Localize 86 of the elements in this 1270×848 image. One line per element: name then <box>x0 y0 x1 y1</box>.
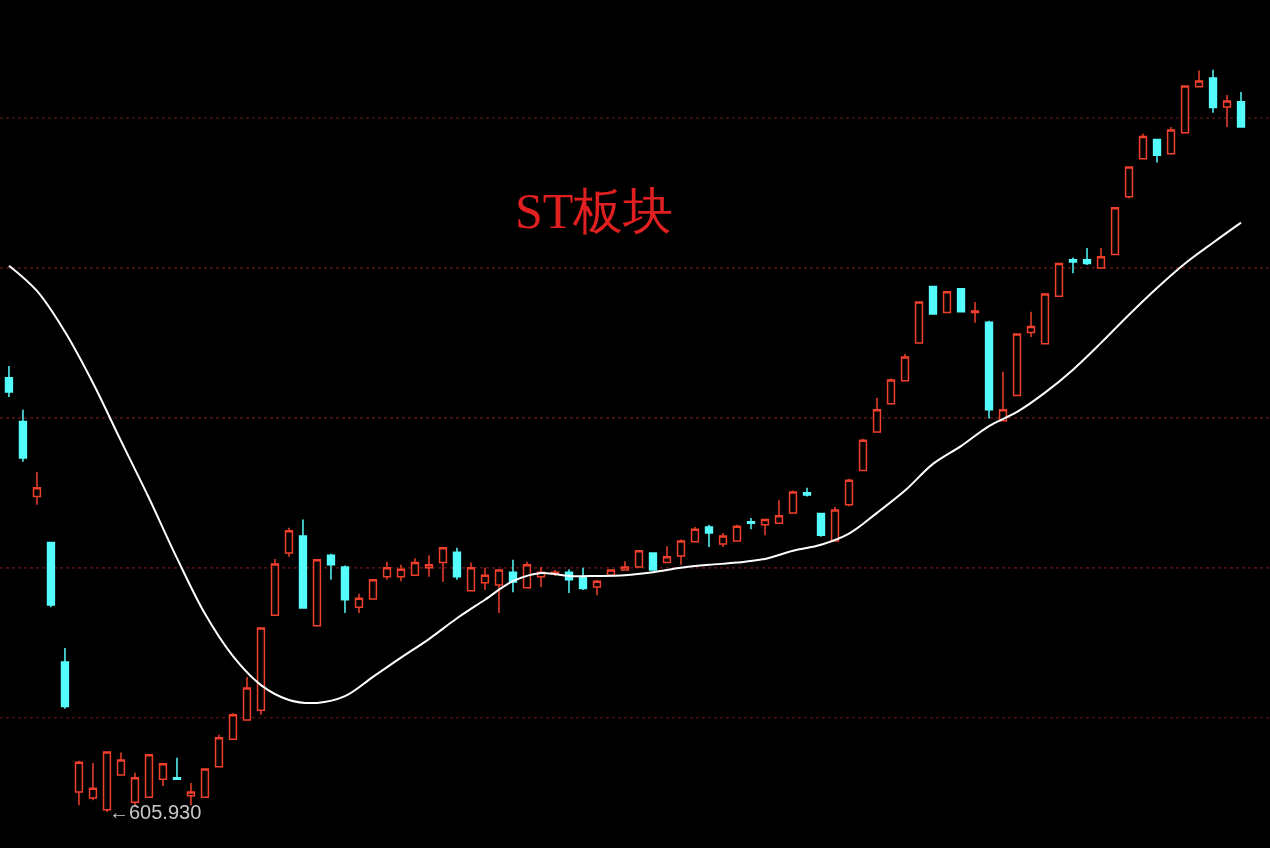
candlestick <box>396 564 406 582</box>
candlestick <box>1012 333 1022 397</box>
candlestick <box>60 647 70 710</box>
candlestick <box>270 558 280 617</box>
candlestick <box>18 408 28 463</box>
candlestick <box>1096 247 1106 269</box>
candlestick <box>872 397 882 434</box>
candlestick <box>242 676 252 722</box>
candlestick <box>144 754 154 798</box>
candlestick <box>998 371 1008 422</box>
candlestick <box>746 517 756 530</box>
candlestick <box>956 287 966 314</box>
candlestick <box>32 471 42 506</box>
candlestick <box>592 578 602 597</box>
candlestick <box>1138 132 1148 160</box>
candlestick <box>774 499 784 525</box>
candlestick <box>1236 91 1246 129</box>
candlestick <box>1194 69 1204 88</box>
candlestick <box>410 557 420 577</box>
candlestick <box>368 578 378 600</box>
candlestick <box>634 549 644 568</box>
candlestick <box>578 567 588 591</box>
candlestick <box>844 477 854 507</box>
candlestick <box>984 319 994 420</box>
candlestick <box>942 290 952 314</box>
candlestick <box>494 568 504 614</box>
candlestick <box>816 512 826 538</box>
candlestick <box>760 518 770 536</box>
candlestick <box>46 541 56 608</box>
candlestick <box>676 538 686 566</box>
candlestick <box>648 551 658 571</box>
candlestick <box>214 734 224 768</box>
candlestick <box>620 560 630 572</box>
candlestick <box>424 554 434 578</box>
candlestick <box>466 561 476 592</box>
candlestick <box>830 506 840 542</box>
candlestick <box>312 558 322 627</box>
candlestick <box>704 524 714 548</box>
candlestick <box>1110 207 1120 256</box>
candlestick <box>788 489 798 514</box>
candlestick <box>438 546 448 583</box>
candlestick <box>172 757 182 781</box>
candlestick <box>4 365 14 398</box>
candlestick <box>452 547 462 581</box>
candlestick <box>186 782 196 807</box>
candlestick <box>718 532 728 548</box>
candlestick <box>1222 94 1232 128</box>
annotation: ←605.930 <box>109 801 202 823</box>
candlestick <box>74 760 84 807</box>
candlestick <box>382 561 392 581</box>
candlestick <box>200 767 210 799</box>
candlestick <box>900 353 910 382</box>
candlestick <box>1054 262 1064 297</box>
candlestick <box>690 526 700 544</box>
candlestick <box>1026 310 1036 338</box>
candlestick <box>228 712 238 741</box>
candlestick <box>256 627 266 716</box>
candlestick <box>130 771 140 807</box>
candlestick <box>340 564 350 614</box>
candlestick <box>1040 293 1050 345</box>
candlestick <box>1166 126 1176 155</box>
candlestick <box>802 486 812 498</box>
candlestick <box>886 377 896 405</box>
candlestick <box>970 301 980 324</box>
candlestick <box>480 567 490 591</box>
candlestick <box>1124 166 1134 199</box>
candlestick <box>1068 256 1078 274</box>
candlestick <box>116 751 126 777</box>
candlestick <box>298 518 308 610</box>
candlestick <box>1208 69 1218 114</box>
candlestick <box>928 285 938 315</box>
candlestick <box>858 437 868 472</box>
candlestick <box>102 751 112 813</box>
text: ST板块 <box>515 183 674 239</box>
candlestick <box>354 593 364 614</box>
candlestick <box>1152 138 1162 164</box>
candlestick <box>88 762 98 801</box>
candlestick <box>662 545 672 564</box>
candlestick <box>1082 247 1092 266</box>
candlestick <box>326 552 336 581</box>
candlestick <box>158 762 168 787</box>
candlestick <box>284 526 294 558</box>
candlestick <box>732 524 742 542</box>
candlestick <box>522 561 532 589</box>
candlestick <box>914 301 924 344</box>
candlestick <box>1180 85 1190 134</box>
